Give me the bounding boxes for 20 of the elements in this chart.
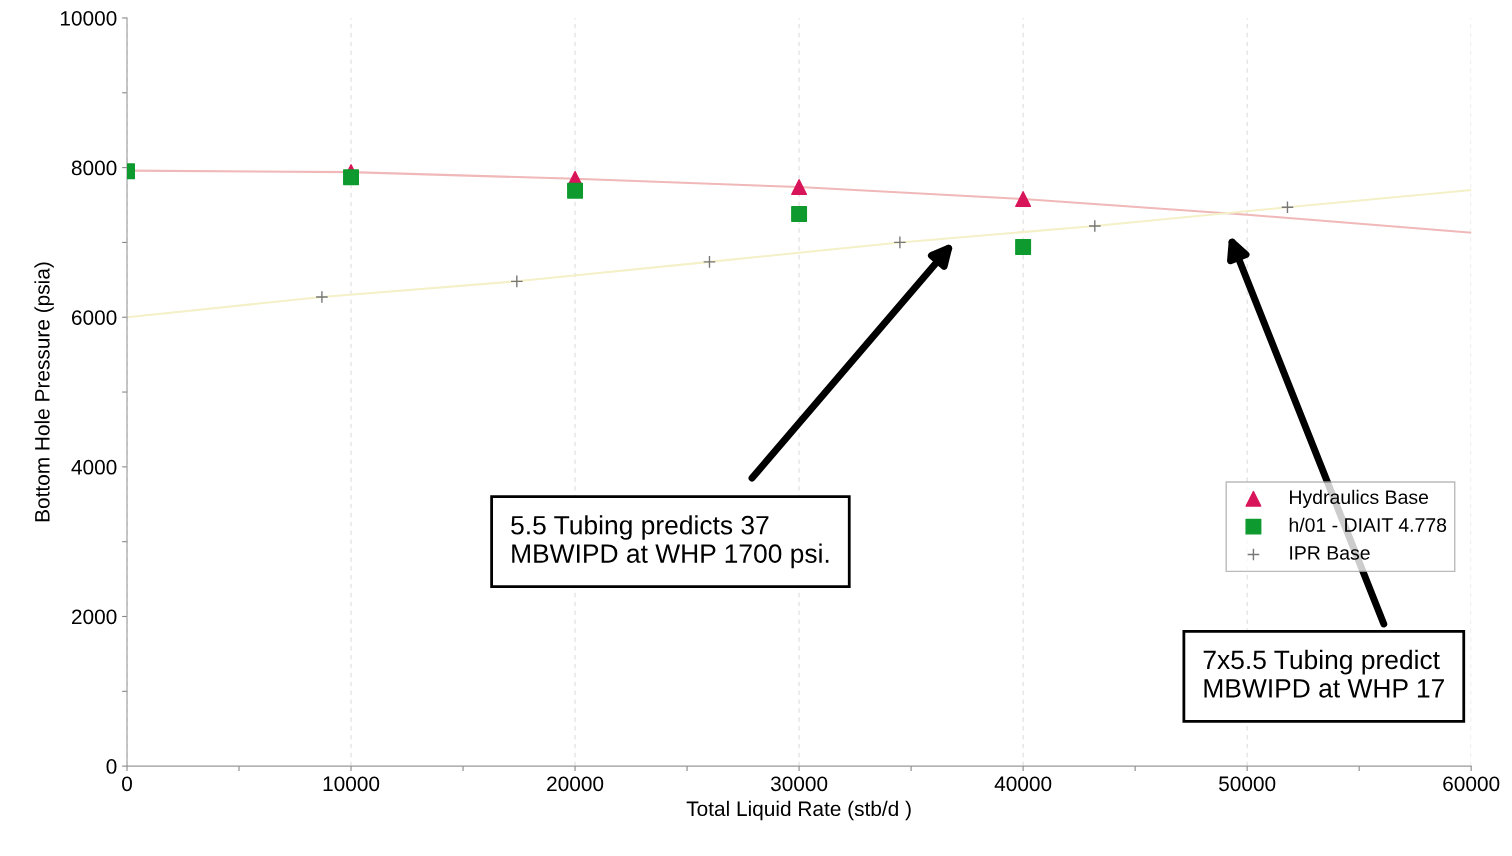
x-axis-title: Total Liquid Rate (stb/d ) [686, 800, 911, 821]
x-tick-label: 10000 [323, 776, 380, 792]
legend-label: IPR Base [1290, 546, 1370, 560]
legend-label: h/01 - DIAIT 4.778 [1289, 517, 1447, 532]
x-tick-label: 60000 [1443, 776, 1500, 792]
annotation: 7x5.5 Tubing predict MBWIPD at WHP 17 [1203, 649, 1444, 698]
x-tick-label: 20000 [547, 776, 604, 792]
y-tick-label: 4000 [71, 459, 117, 475]
x-tick-label: 0 [122, 776, 132, 792]
y-tick-label: 6000 [72, 310, 117, 325]
annotation: 5.5 Tubing predicts 37 MBWIPD at WHP 1700 psi. [511, 515, 829, 569]
y-axis-title: Bottom Hole Pressure (psia) [34, 262, 54, 522]
y-tick-label: 2000 [71, 609, 117, 625]
legend-label: Hydraulics Base [1290, 489, 1429, 508]
x-tick-label: 30000 [770, 776, 828, 792]
x-tick-label: 40000 [994, 776, 1052, 792]
y-tick-label: 10000 [60, 10, 117, 26]
y-tick-label: 0 [106, 759, 117, 774]
y-tick-label: 8000 [71, 160, 117, 176]
x-tick-label: 50000 [1219, 776, 1276, 792]
